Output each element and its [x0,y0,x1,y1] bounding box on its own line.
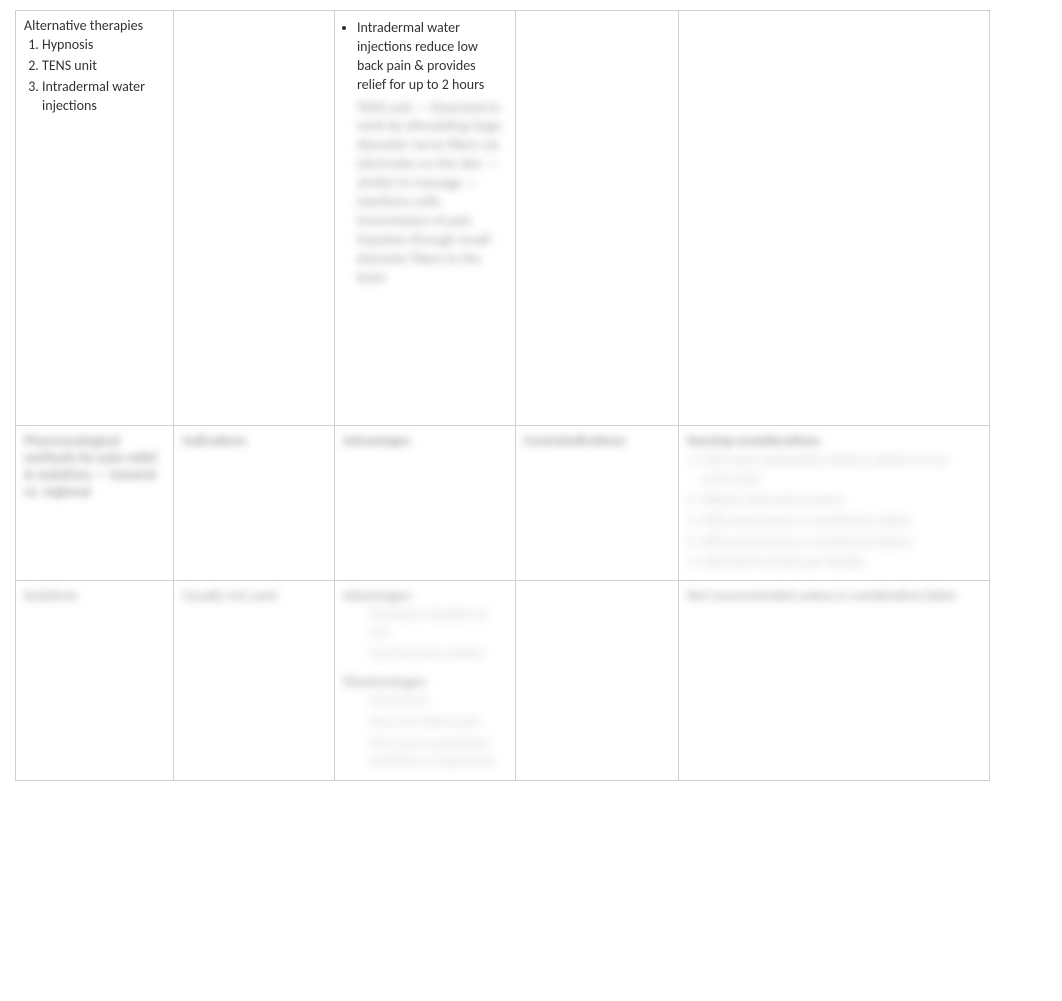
sedatives-label: Sedatives [24,587,78,604]
cell-details: Intradermal water injections reduce low … [334,11,515,426]
adv-list: Promotes relaxation & rest May decrease … [369,606,507,663]
table-row: Pharmacological methods for pain relief … [16,426,990,581]
list-item: Intradermal water injections [42,78,165,116]
content-table: Alternative therapies Hypnosis TENS unit… [15,10,990,781]
list-item: Obtain informed consent [701,491,981,510]
list-item: Will need preop or anesthesia history [701,533,981,552]
contra-header: Contraindications [524,432,626,449]
list-item: Drowsiness [369,692,507,710]
adv-title: Advantages: [343,587,507,604]
cell-nursing-header: Nursing considerations Give early explan… [679,426,990,581]
list-item: May cause paradoxical excitation or depr… [369,735,507,770]
empty-cell [679,11,990,426]
empty-cell [174,11,334,426]
alt-therapies-list: Hypnosis TENS unit Intradermal water inj… [42,36,165,116]
cell-sedatives-indications: Usually not used [174,581,334,781]
cell-pharm-header: Pharmacological methods for pain relief … [16,426,174,581]
cell-contra-header: Contraindications [515,426,679,581]
list-item: May decrease anxiety [369,645,507,663]
cell-sedatives-advdis: Advantages: Promotes relaxation & rest M… [334,581,515,781]
sedatives-indications: Usually not used [182,587,276,604]
cell-alt-therapies: Alternative therapies Hypnosis TENS unit… [16,11,174,426]
advantages-header: Advantages [343,432,410,449]
list-item: Intradermal water injections reduce low … [357,19,507,95]
blurred-list-item: TENS unit — theorized to work by stimula… [357,99,507,288]
list-item: Will need preop or anesthesia orders [701,512,981,531]
sedatives-nursing: Not recommended unless in combination/la… [687,587,957,604]
cell-sedatives-nursing: Not recommended unless in combination/la… [679,581,990,781]
list-item: Give early explanation before patient in… [701,451,981,489]
list-item: Does not relieve pain [369,714,507,732]
list-item: Promotes relaxation & rest [369,606,507,641]
indications-header: Indications [182,432,246,449]
list-item: Hypnosis [42,36,165,55]
dis-title: Disadvantages: [343,673,507,690]
table-row: Sedatives Usually not used Advantages: P… [16,581,990,781]
pharm-header: Pharmacological methods for pain relief … [24,432,157,500]
empty-cell [515,581,679,781]
table-row: Alternative therapies Hypnosis TENS unit… [16,11,990,426]
list-item: Informed consent per facility [701,553,981,572]
list-item: TENS unit [42,57,165,76]
cell-sedatives: Sedatives [16,581,174,781]
nursing-header: Nursing considerations [687,432,981,449]
details-list: Intradermal water injections reduce low … [357,19,507,287]
cell-indications-header: Indications [174,426,334,581]
cell-advantages-header: Advantages [334,426,515,581]
alt-therapies-title: Alternative therapies [24,17,165,34]
empty-cell [515,11,679,426]
dis-list: Drowsiness Does not relieve pain May cau… [369,692,507,770]
nursing-list: Give early explanation before patient in… [701,451,981,572]
